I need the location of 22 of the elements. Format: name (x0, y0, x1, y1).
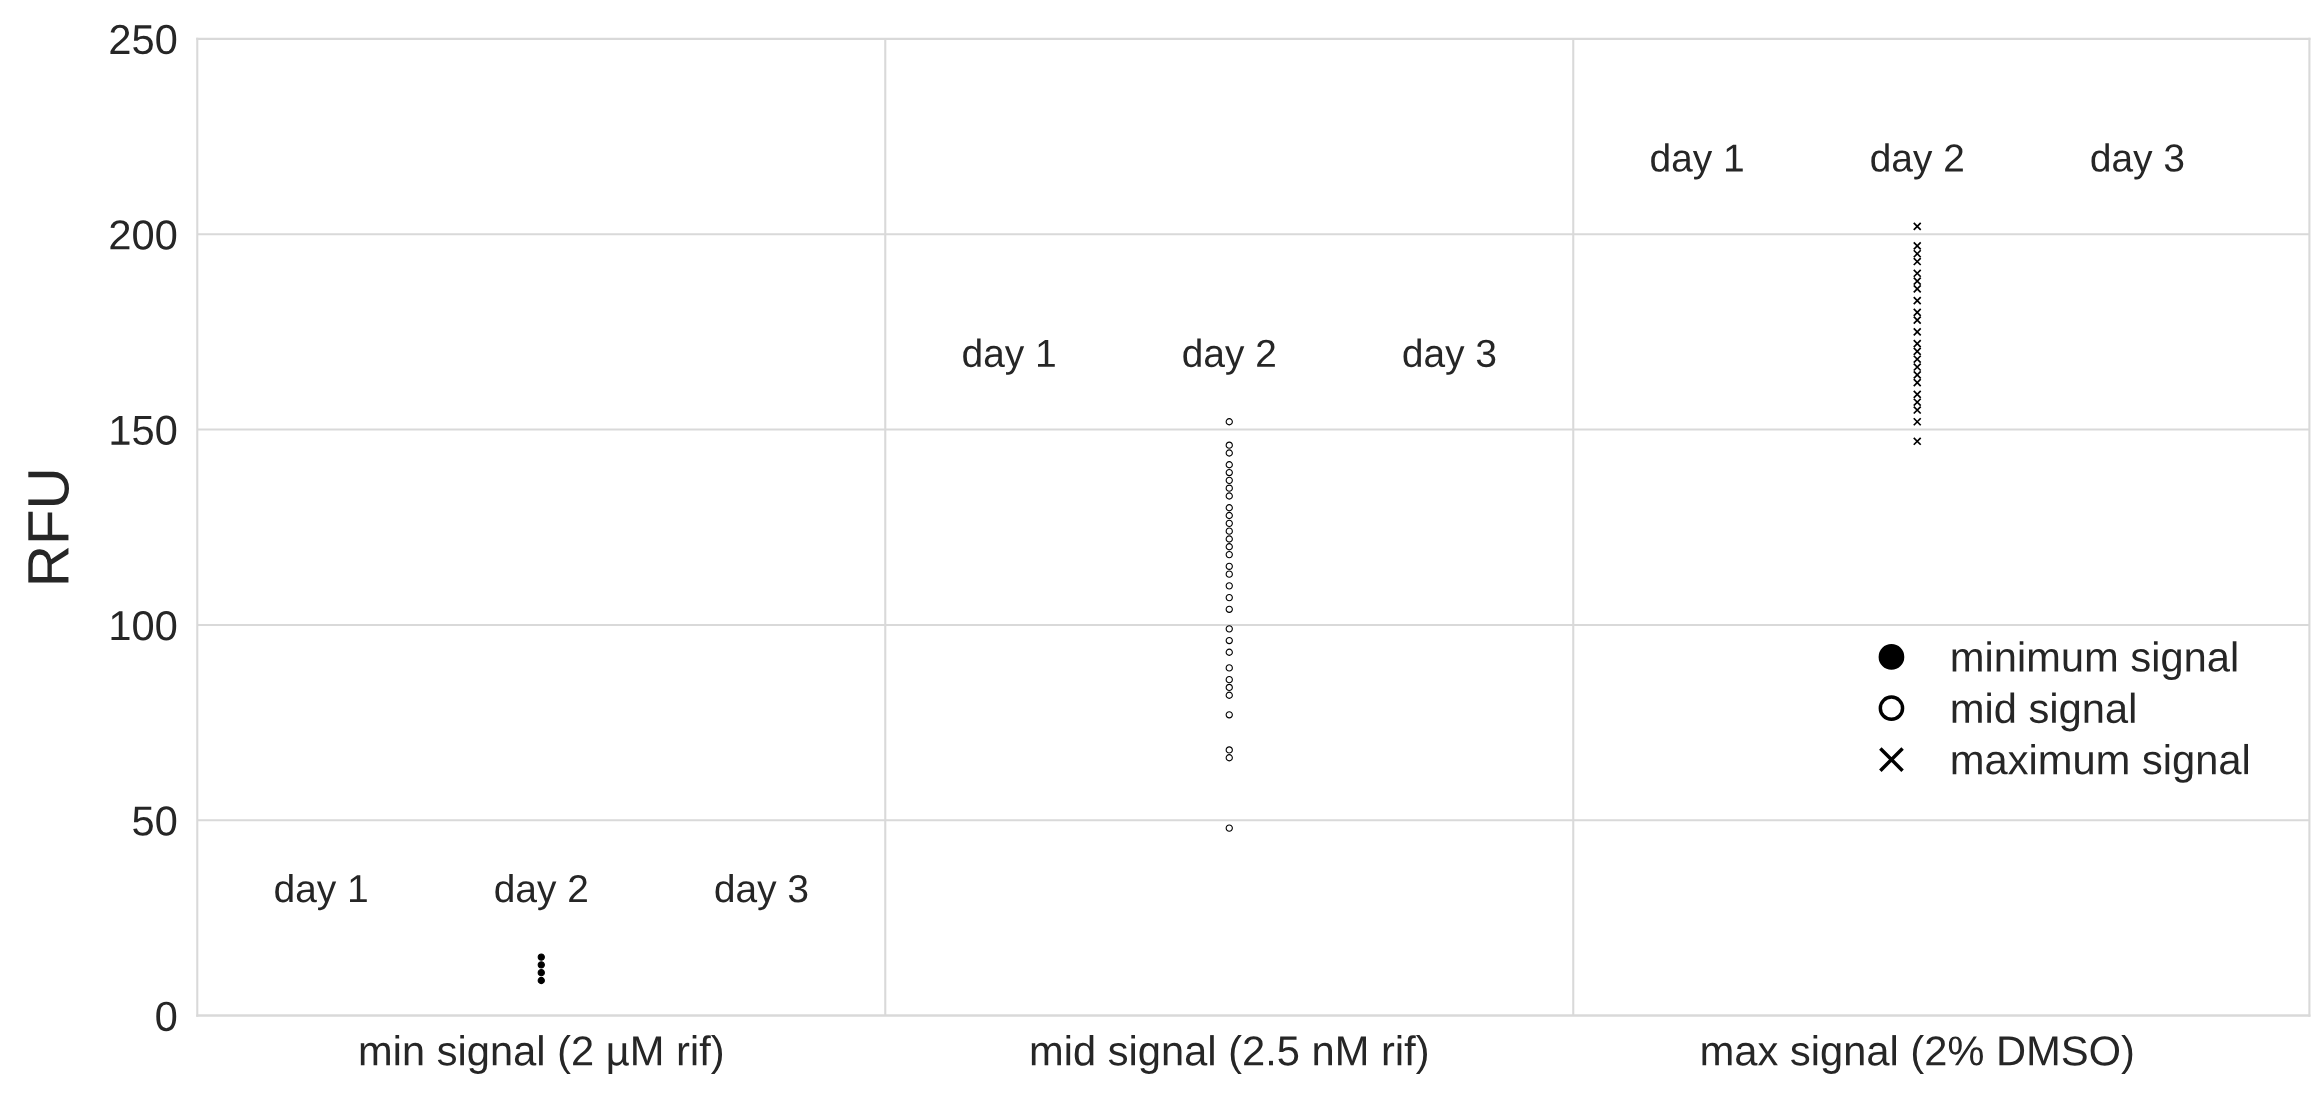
y-tick-label: 200 (110, 220, 177, 250)
annotation: day 2 (1871, 143, 1963, 180)
annotation: day 2 (1183, 338, 1275, 375)
x-tick-label: min signal (2 µM rif) (360, 1035, 723, 1074)
annotation: day 3 (715, 873, 808, 911)
annotation: day 3 (1403, 338, 1496, 375)
x-tick-label: mid signal (2.5 nM rif) (1031, 1035, 1427, 1074)
legend-label: mid signal (1952, 692, 2135, 732)
legend-label: minimum signal (1952, 641, 2237, 681)
annotation: day 1 (1651, 143, 1743, 180)
y-tick-label: 0 (156, 1001, 177, 1032)
legend-label: maximum signal (1952, 743, 2248, 783)
x-tick-label: max signal (2% DMSO) (1702, 1035, 2133, 1074)
y-axis-title: RFU (28, 471, 70, 583)
annotation: day 1 (275, 873, 367, 911)
annotation: day 3 (2091, 143, 2184, 180)
y-tick-label: 250 (110, 24, 177, 55)
y-tick-label: 100 (111, 610, 177, 641)
annotation: day 2 (495, 873, 587, 911)
annotation: day 1 (963, 338, 1055, 375)
y-tick-label: 150 (111, 415, 177, 446)
y-tick-label: 50 (133, 806, 177, 836)
